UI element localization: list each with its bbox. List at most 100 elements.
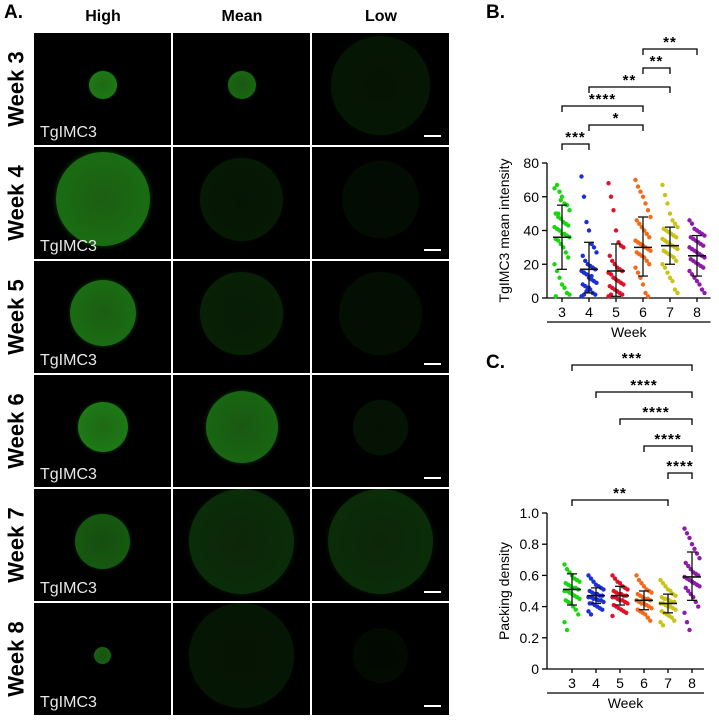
data-point-week-8 [702, 290, 707, 296]
data-point-week-4 [588, 576, 594, 581]
y-axis-label: TgIMC3 mean intensity [496, 159, 512, 303]
data-point-week-6 [648, 248, 653, 253]
data-point-week-7 [658, 620, 663, 625]
significance-bracket [561, 143, 590, 150]
data-point-week-4 [586, 228, 592, 233]
x-tick-label: 3 [568, 675, 576, 691]
micrograph-week-6-high: TgIMC3 [34, 375, 171, 487]
significance-bracket [595, 391, 693, 398]
cyst-blob [56, 152, 150, 246]
data-point-week-4 [594, 250, 599, 255]
data-point-week-7 [667, 275, 673, 280]
y-axis-label: Packing density [496, 542, 512, 640]
data-point-week-7 [675, 246, 680, 252]
image-label: TgIMC3 [40, 352, 97, 369]
data-point-week-5 [608, 272, 614, 277]
x-tick-label: 6 [639, 304, 647, 320]
image-label: TgIMC3 [40, 466, 97, 483]
data-point-week-5 [617, 581, 623, 586]
micrograph-week-4-high: TgIMC3 [34, 147, 171, 259]
cyst-blob [189, 603, 294, 708]
significance-bracket [571, 364, 693, 371]
data-point-week-4 [591, 245, 597, 250]
data-point-week-3 [567, 292, 572, 297]
data-point-week-7 [660, 262, 665, 267]
y-tick-label: 60 [523, 189, 539, 205]
data-point-week-8 [687, 268, 692, 274]
scale-bar [424, 705, 441, 707]
significance-label: * [613, 110, 620, 127]
panel-b-label: B. [486, 2, 505, 23]
significance-label: **** [642, 404, 669, 421]
column-header-mean: Mean [221, 8, 263, 25]
data-point-week-7 [667, 211, 673, 216]
data-point-week-6 [649, 590, 654, 595]
cyst-blob [228, 71, 256, 99]
significance-bracket [588, 124, 644, 131]
data-point-week-5 [610, 258, 615, 264]
data-point-week-8 [687, 535, 692, 541]
data-point-week-3 [557, 228, 562, 233]
significance-label: *** [622, 350, 643, 367]
data-point-week-5 [624, 610, 629, 616]
data-point-week-7 [672, 287, 678, 292]
data-point-week-6 [639, 581, 644, 586]
data-point-week-8 [697, 584, 702, 589]
chart-packing-density: 0 0.2 0.4 0.6 0.8 1.0 Packing density 3 4 5 6 7 8 Wee… [496, 350, 704, 711]
row-label-week-7: Week 7 [4, 507, 30, 583]
data-point-week-5 [610, 573, 615, 578]
cyst-blob [200, 158, 283, 241]
data-point-week-6 [643, 612, 648, 617]
micrograph-week-3-low [312, 33, 449, 145]
cyst-blob [353, 628, 408, 683]
data-point-week-5 [606, 181, 611, 186]
data-point-week-4 [594, 280, 599, 286]
panel-a-label: A. [4, 2, 23, 23]
y-tick-label: 0.2 [520, 630, 540, 646]
scale-bar [424, 477, 441, 479]
significance-label: ** [613, 485, 627, 502]
x-tick-label: 3 [558, 304, 566, 320]
data-point-week-5 [612, 576, 618, 581]
data-point-week-3 [558, 197, 563, 203]
data-point-week-8 [683, 560, 688, 566]
x-tick-label: 5 [616, 675, 624, 691]
y-tick-label: 40 [523, 223, 539, 239]
cyst-blob [339, 272, 422, 355]
data-point-week-8 [701, 265, 706, 270]
data-point-week-7 [660, 581, 666, 586]
y-tick-label: 0.8 [520, 536, 540, 552]
y-tick-label: 80 [523, 155, 539, 171]
data-point-week-8 [684, 531, 690, 536]
data-point-week-3 [573, 607, 578, 612]
data-point-week-8 [682, 526, 687, 531]
data-point-week-6 [644, 258, 649, 264]
data-point-week-3 [564, 566, 570, 572]
data-point-week-5 [620, 292, 625, 297]
row-label-week-3: Week 3 [4, 51, 30, 127]
column-header-low: Low [365, 8, 397, 25]
row-label-week-6: Week 6 [4, 393, 30, 469]
data-point-week-7 [670, 278, 675, 284]
image-label: TgIMC3 [40, 694, 97, 711]
significance-label: ** [650, 53, 664, 70]
significance-bracket [642, 48, 698, 55]
data-point-week-7 [662, 192, 668, 198]
data-point-week-8 [686, 563, 691, 569]
data-point-week-7 [673, 607, 678, 612]
x-tick-label: 7 [666, 304, 674, 320]
y-tick-label: 0 [531, 661, 539, 677]
data-point-week-3 [552, 186, 557, 191]
data-point-week-3 [562, 285, 567, 291]
cyst-blob [342, 161, 419, 238]
data-point-week-4 [583, 258, 588, 264]
data-point-week-6 [635, 270, 641, 275]
data-point-week-5 [608, 194, 614, 199]
data-point-week-8 [682, 610, 687, 616]
data-point-week-4 [584, 272, 589, 277]
micrograph-grid: TgIMC3 TgIMC3 TgIMC3 TgIMC3 TgIMC3 TgIMC3 [34, 33, 451, 717]
data-point-week-4 [579, 174, 584, 179]
data-point-week-4 [601, 587, 606, 592]
cyst-blob [331, 36, 430, 135]
x-tick-label: 4 [592, 675, 600, 691]
